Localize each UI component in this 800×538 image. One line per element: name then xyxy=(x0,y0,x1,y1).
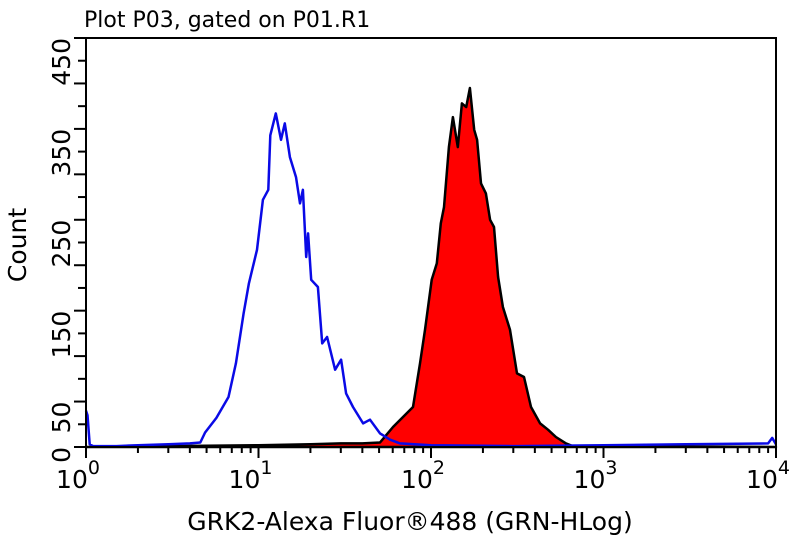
series-filled-histogram xyxy=(84,86,778,449)
x-tick-label: 102 xyxy=(401,457,445,494)
x-tick-base: 10 xyxy=(229,465,261,494)
x-tick-base: 10 xyxy=(56,465,88,494)
x-tick-exponent: 4 xyxy=(778,457,790,479)
y-tick-label: 350 xyxy=(47,129,76,177)
x-axis-label: GRK2-Alexa Fluor®488 (GRN-HLog) xyxy=(187,507,632,536)
y-tick-label: 50 xyxy=(47,402,76,434)
x-tick-label: 101 xyxy=(229,457,273,494)
chart-title: Plot P03, gated on P01.R1 xyxy=(84,8,370,33)
x-tick-base: 10 xyxy=(746,465,778,494)
y-tick-label: 250 xyxy=(47,220,76,268)
x-tick-label: 104 xyxy=(746,457,790,494)
y-tick-label: 150 xyxy=(47,311,76,359)
series-layer xyxy=(84,86,778,449)
series-line-histogram xyxy=(84,112,778,448)
x-tick-base: 10 xyxy=(574,465,606,494)
y-tick-label: 0 xyxy=(47,447,76,463)
x-tick-exponent: 2 xyxy=(433,457,445,479)
x-tick-label: 103 xyxy=(574,457,618,494)
x-tick-exponent: 3 xyxy=(605,457,617,479)
x-tick-exponent: 1 xyxy=(260,457,272,479)
y-axis-label: Count xyxy=(3,208,32,282)
y-tick-label: 450 xyxy=(47,38,76,86)
x-tick-label: 100 xyxy=(56,457,100,494)
x-tick-exponent: 0 xyxy=(88,457,100,479)
x-tick-base: 10 xyxy=(401,465,433,494)
